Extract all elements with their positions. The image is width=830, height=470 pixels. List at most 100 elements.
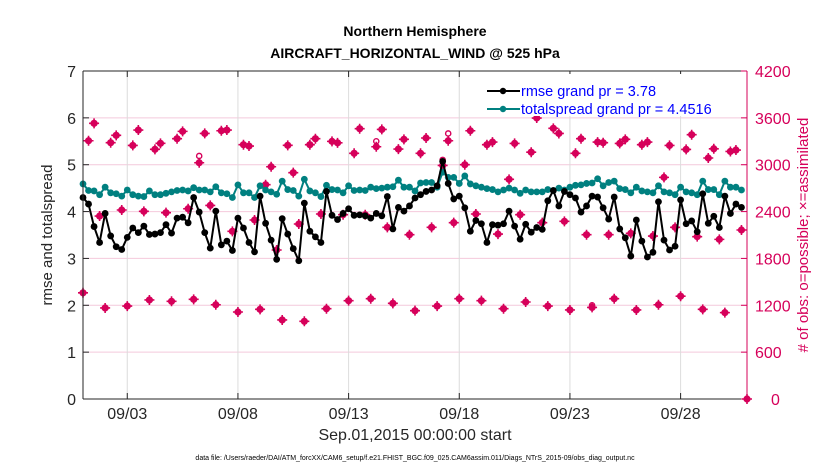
- totalspread-point: [201, 186, 209, 194]
- rmse-point: [644, 253, 651, 261]
- totalspread-point: [378, 184, 386, 192]
- obs-assimilated-marker: [188, 294, 199, 305]
- rmse-point: [738, 203, 745, 211]
- obs-cross: [194, 157, 205, 168]
- rmse-point: [162, 221, 170, 229]
- obs-assimilated-marker: [598, 137, 609, 148]
- totalspread-point: [572, 181, 579, 189]
- obs-cross: [404, 229, 415, 240]
- rmse-point: [693, 228, 701, 236]
- totalspread-point: [262, 186, 269, 194]
- totalspread-point: [738, 186, 745, 194]
- obs-cross: [609, 293, 620, 304]
- rmse-point: [455, 192, 463, 200]
- rmse-point: [240, 224, 247, 232]
- y-tick-label-left: 4: [67, 205, 76, 222]
- rmse-point: [317, 239, 325, 246]
- x-tick-label: 09/08: [218, 406, 258, 423]
- obs-cross: [659, 172, 669, 183]
- obs-cross: [105, 137, 116, 148]
- totalspread-point: [577, 181, 585, 189]
- totalspread-point: [494, 188, 502, 196]
- obs-cross: [526, 147, 537, 158]
- rmse-point: [538, 225, 546, 233]
- obs-cross: [730, 145, 741, 156]
- rmse-point: [721, 192, 729, 200]
- obs-cross: [177, 126, 188, 137]
- rmse-point: [389, 225, 397, 233]
- obs-assimilated-marker: [100, 302, 111, 313]
- obs-assimilated-marker: [172, 133, 183, 144]
- totalspread-point: [710, 186, 718, 193]
- obs-assimilated-marker: [304, 139, 315, 150]
- obs-cross: [371, 141, 382, 152]
- rmse-point: [505, 207, 513, 215]
- obs-assimilated-marker: [404, 229, 415, 240]
- obs-assimilated-marker: [199, 128, 210, 139]
- obs-assimilated-marker: [89, 118, 100, 129]
- obs-assimilated-marker: [515, 209, 526, 220]
- rmse-point: [461, 204, 469, 212]
- rmse-point: [284, 230, 292, 238]
- rmse-point: [323, 188, 330, 195]
- x-tick-label: 09/03: [107, 406, 147, 423]
- obs-cross: [288, 167, 299, 178]
- obs-cross: [476, 295, 487, 306]
- totalspread-point: [256, 182, 264, 190]
- obs-assimilated-marker: [526, 147, 537, 158]
- rmse-point: [312, 233, 319, 241]
- obs-cross: [647, 231, 658, 242]
- rmse-series: [79, 158, 745, 265]
- obs-assimilated-marker: [166, 296, 177, 307]
- rmse-point: [118, 246, 126, 253]
- obs-cross: [454, 293, 465, 304]
- obs-cross: [398, 134, 409, 145]
- obs-assimilated-marker: [122, 301, 133, 312]
- obs-cross: [332, 137, 343, 148]
- rmse-point: [157, 229, 164, 237]
- rmse-point: [561, 188, 568, 195]
- totalspread-point: [367, 183, 375, 191]
- obs-assimilated-marker: [266, 161, 277, 172]
- obs-cross: [321, 303, 332, 314]
- obs-cross: [664, 140, 675, 151]
- rmse-line: [82, 160, 742, 262]
- legend: rmse grand pr = 3.78 totalspread grand p…: [478, 74, 746, 118]
- rmse-point: [234, 214, 242, 222]
- totalspread-point: [383, 183, 391, 191]
- obs-assimilated-marker: [576, 133, 586, 144]
- obs-assimilated-marker: [443, 135, 454, 146]
- obs-assimilated-marker: [620, 134, 631, 145]
- rmse-point: [699, 190, 707, 198]
- totalspread-point: [101, 183, 109, 191]
- obs-assimilated-marker: [730, 145, 741, 156]
- rmse-point: [715, 224, 723, 231]
- obs-assimilated-marker: [194, 157, 205, 168]
- totalspread-point: [450, 173, 458, 181]
- rmse-point: [140, 222, 148, 230]
- y-tick-label-right: 3000: [755, 158, 791, 175]
- obs-cross: [653, 299, 664, 310]
- rmse-point: [516, 235, 524, 243]
- totalspread-point: [605, 179, 613, 186]
- rmse-point: [632, 216, 640, 224]
- rmse-point: [428, 186, 435, 194]
- rmse-point: [527, 228, 535, 236]
- totalspread-point: [85, 187, 92, 194]
- obs-assimilated-marker: [421, 133, 432, 144]
- totalspread-point: [511, 186, 518, 194]
- totalspread-point: [206, 188, 214, 196]
- y-tick-label-right: 4200: [755, 64, 791, 81]
- rmse-point: [350, 211, 358, 219]
- totalspread-point: [632, 183, 640, 191]
- x-tick-label: 09/13: [329, 406, 369, 423]
- totalspread-point: [107, 189, 115, 197]
- obs-cross: [719, 307, 730, 318]
- totalspread-point: [217, 189, 225, 197]
- rmse-point: [710, 212, 718, 220]
- obs-assimilated-marker: [221, 125, 232, 136]
- totalspread-point: [422, 179, 430, 186]
- obs-assimilated-marker: [481, 139, 492, 150]
- totalspread-point: [90, 187, 98, 195]
